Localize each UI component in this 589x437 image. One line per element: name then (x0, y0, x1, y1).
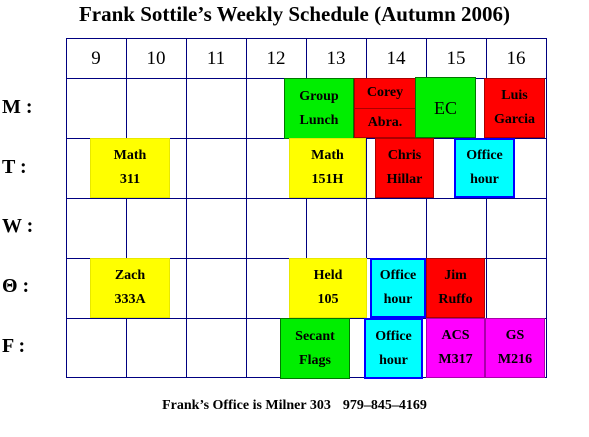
office-phone: 979–845–4169 (343, 398, 427, 413)
event-line: Garcia (494, 108, 535, 132)
event-office-hour-tuesday: Office hour (454, 138, 515, 198)
event-line: EC (434, 96, 457, 120)
event-acs-m317: ACS M317 (426, 318, 485, 378)
event-line: GS (506, 324, 525, 348)
office-location: Frank’s Office is Milner 303 (162, 398, 331, 413)
event-line: Office (375, 325, 412, 349)
event-line: hour (470, 168, 499, 192)
event-line: Hillar (387, 168, 423, 192)
event-ec: EC (415, 77, 476, 138)
event-jim-ruffo: Jim Ruffo (426, 258, 485, 318)
event-line: 105 (318, 288, 339, 312)
event-office-hour-friday: Office hour (364, 318, 423, 379)
event-line: Corey (367, 81, 403, 105)
event-luis-garcia: Luis Garcia (484, 78, 545, 138)
event-corey-abra: Corey Abra. (354, 78, 416, 138)
event-divider (355, 108, 415, 109)
event-math-151h: Math 151H (289, 138, 366, 198)
event-line: Office (466, 144, 503, 168)
event-line: Math (311, 144, 344, 168)
event-chris-hillar: Chris Hillar (375, 138, 434, 198)
event-line: Held (314, 264, 343, 288)
event-line: Math (114, 144, 147, 168)
event-line: hour (379, 349, 408, 373)
event-line: Luis (501, 84, 527, 108)
event-line: 333A (114, 288, 145, 312)
event-line: hour (384, 288, 413, 312)
event-line: 151H (312, 168, 344, 192)
event-line: Lunch (300, 109, 339, 133)
event-held-105: Held 105 (289, 258, 367, 318)
event-line: M216 (498, 348, 532, 372)
event-group-lunch: Group Lunch (284, 78, 354, 139)
event-secant-flags: Secant Flags (280, 318, 350, 379)
event-zach-333a: Zach 333A (90, 258, 170, 318)
event-line: ACS (441, 324, 469, 348)
office-info: Frank’s Office is Milner 303 979–845–4169 (0, 396, 589, 416)
event-line: Secant (295, 325, 335, 349)
event-line: Chris (388, 144, 421, 168)
event-line: 311 (120, 168, 140, 192)
event-line: Office (380, 264, 417, 288)
event-office-hour-thursday: Office hour (370, 258, 426, 318)
event-line: Zach (115, 264, 145, 288)
event-line: Jim (444, 264, 467, 288)
event-line: Abra. (368, 111, 403, 135)
event-line: M317 (438, 348, 472, 372)
event-gs-m216: GS M216 (485, 318, 545, 378)
event-line: Flags (299, 349, 331, 373)
event-line: Ruffo (438, 288, 472, 312)
event-line: Group (299, 85, 338, 109)
event-math-311: Math 311 (90, 138, 170, 198)
